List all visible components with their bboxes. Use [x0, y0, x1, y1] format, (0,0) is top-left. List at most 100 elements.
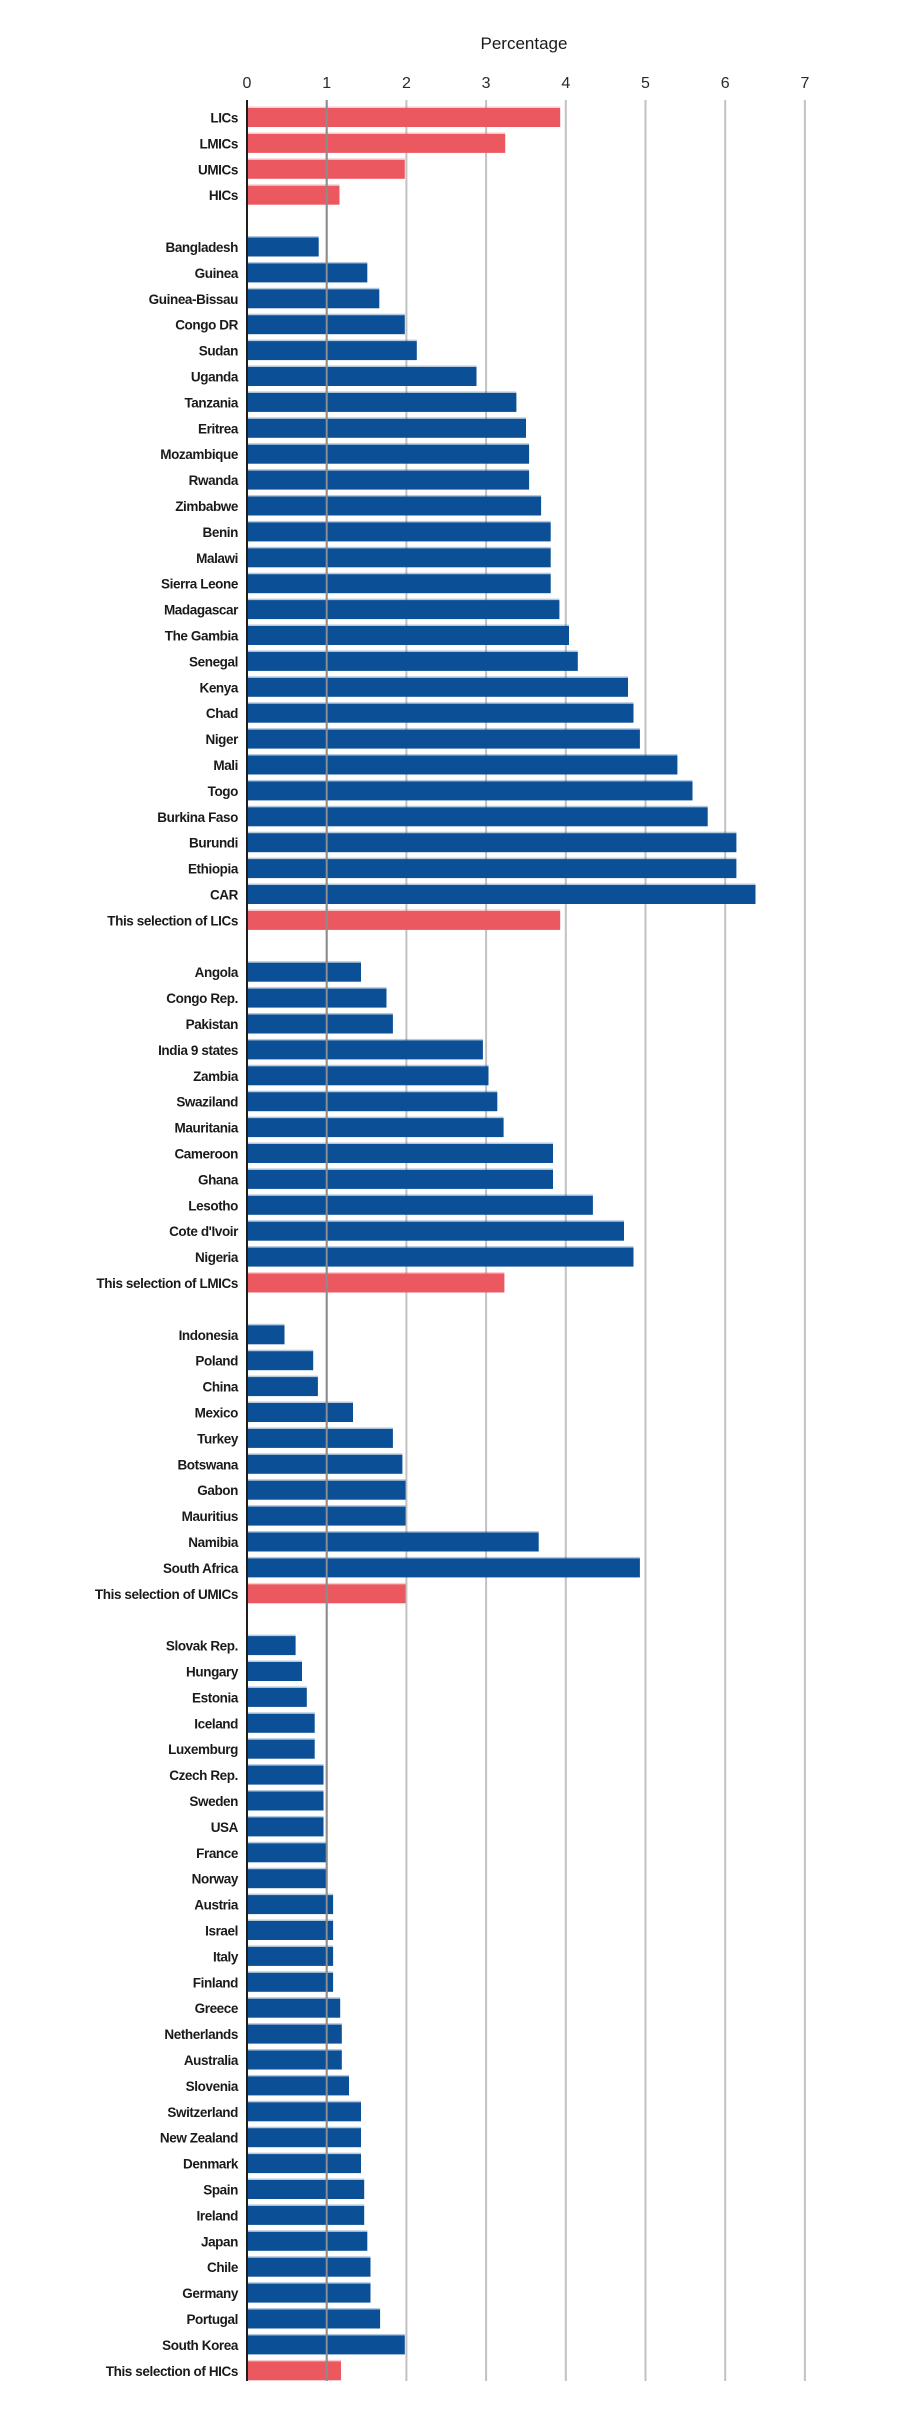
- country-bar: [247, 2205, 365, 2225]
- bar-highlight: [247, 624, 569, 626]
- category-label: Estonia: [192, 1690, 239, 1705]
- bar-highlight: [247, 754, 678, 756]
- bar-highlight: [247, 1401, 353, 1403]
- country-bar: [247, 1895, 334, 1915]
- bar-highlight: [247, 1997, 341, 1999]
- category-label: Netherlands: [164, 2027, 238, 2042]
- bar-highlight: [247, 287, 380, 290]
- category-label: Mexico: [195, 1406, 239, 1421]
- category-label: Chile: [207, 2260, 239, 2275]
- category-labels: LICs LMICs UMICs HICs Bangladesh Guinea Guinea…: [95, 111, 240, 2379]
- bar-highlight: [247, 1660, 302, 1662]
- category-label: Lesotho: [188, 1198, 238, 1213]
- country-bar: [247, 1662, 302, 1681]
- bar-highlight: [247, 2126, 361, 2129]
- bar-highlight: [247, 650, 578, 652]
- country-bar: [247, 341, 417, 361]
- category-label: Pakistan: [186, 1017, 238, 1032]
- category-label: Sudan: [199, 344, 238, 359]
- bar-highlight: [247, 2204, 365, 2206]
- bar-highlight: [247, 572, 551, 575]
- category-label: Burkina Faso: [157, 810, 238, 825]
- country-bar: [247, 2231, 368, 2251]
- x-tick-label: 4: [561, 75, 570, 92]
- country-bar: [247, 885, 756, 904]
- category-label: Botswana: [177, 1457, 238, 1472]
- category-label: Malawi: [196, 551, 238, 566]
- category-label: Swaziland: [176, 1095, 238, 1110]
- category-label: Eritrea: [198, 421, 239, 436]
- country-bar: [247, 496, 542, 516]
- category-label: The Gambia: [165, 629, 239, 644]
- category-label: Mali: [213, 758, 238, 773]
- category-label: CAR: [210, 888, 239, 903]
- country-bar: [247, 2128, 361, 2148]
- category-label: USA: [211, 1820, 239, 1835]
- bar-highlight: [247, 2100, 361, 2103]
- bar-highlight: [247, 961, 361, 963]
- bar-highlight: [247, 1246, 634, 1248]
- bar-highlight: [247, 2359, 341, 2362]
- country-bar: [247, 859, 737, 879]
- bar-highlight: [247, 2282, 371, 2284]
- category-label: Mozambique: [160, 447, 239, 462]
- country-bar: [247, 626, 569, 645]
- x-tick-label: 0: [243, 75, 252, 92]
- country-bar: [247, 237, 319, 257]
- category-label: This selection of LICs: [107, 913, 238, 928]
- category-label: Norway: [192, 1872, 239, 1887]
- bar-highlight: [247, 2049, 342, 2051]
- category-label: India 9 states: [158, 1043, 238, 1058]
- country-bar: [247, 1869, 328, 1889]
- aggregate-bar: [247, 108, 561, 127]
- country-bar: [247, 1454, 403, 1474]
- country-bar: [247, 444, 530, 464]
- category-label: Turkey: [197, 1431, 239, 1446]
- bar-highlight: [247, 598, 560, 601]
- aggregate-bar: [247, 185, 340, 205]
- category-label: Nigeria: [195, 1250, 239, 1265]
- bar-highlight: [247, 132, 506, 134]
- category-label: Germany: [182, 2286, 239, 2301]
- country-bar: [247, 1946, 334, 1966]
- category-label: Namibia: [188, 1535, 239, 1550]
- country-bar: [247, 1998, 341, 2018]
- bar-highlight: [247, 1945, 334, 1947]
- country-bar: [247, 2180, 365, 2199]
- country-bar: [247, 1687, 307, 1707]
- aggregate-bar: [247, 133, 506, 153]
- bar-highlight: [247, 417, 526, 419]
- country-bar: [247, 1739, 315, 1759]
- country-bar: [247, 2050, 342, 2070]
- category-label: Burundi: [189, 836, 238, 851]
- country-bar: [247, 2309, 381, 2329]
- bar-highlight: [247, 184, 340, 186]
- bar-highlight: [247, 1893, 334, 1896]
- bar-highlight: [247, 1841, 328, 1844]
- category-label: Cote d'Ivoir: [169, 1224, 239, 1239]
- category-label: This selection of UMICs: [95, 1587, 238, 1602]
- country-bar: [247, 1169, 553, 1189]
- category-label: Togo: [208, 784, 239, 799]
- country-bar: [247, 367, 477, 386]
- bar-highlight: [247, 106, 561, 108]
- bar-highlight: [247, 2256, 371, 2258]
- country-bar: [247, 1817, 324, 1837]
- category-label: Tanzania: [184, 395, 238, 410]
- bar-highlight: [247, 443, 530, 445]
- country-bar: [247, 1921, 334, 1940]
- country-bar: [247, 988, 387, 1008]
- bar-highlight: [247, 1349, 314, 1352]
- bar-highlight: [247, 469, 530, 471]
- bar-highlight: [247, 883, 756, 885]
- category-label: Japan: [201, 2234, 238, 2249]
- category-label: Hungary: [186, 1665, 239, 1680]
- bar-highlight: [247, 261, 368, 264]
- country-bar: [247, 1428, 393, 1448]
- category-label: Ireland: [197, 2208, 239, 2223]
- country-bar: [247, 1558, 640, 1578]
- bar-highlight: [247, 1790, 324, 1792]
- category-label: Iceland: [194, 1716, 238, 1731]
- x-tick-label: 3: [482, 75, 491, 92]
- bar-highlight: [247, 1867, 328, 1870]
